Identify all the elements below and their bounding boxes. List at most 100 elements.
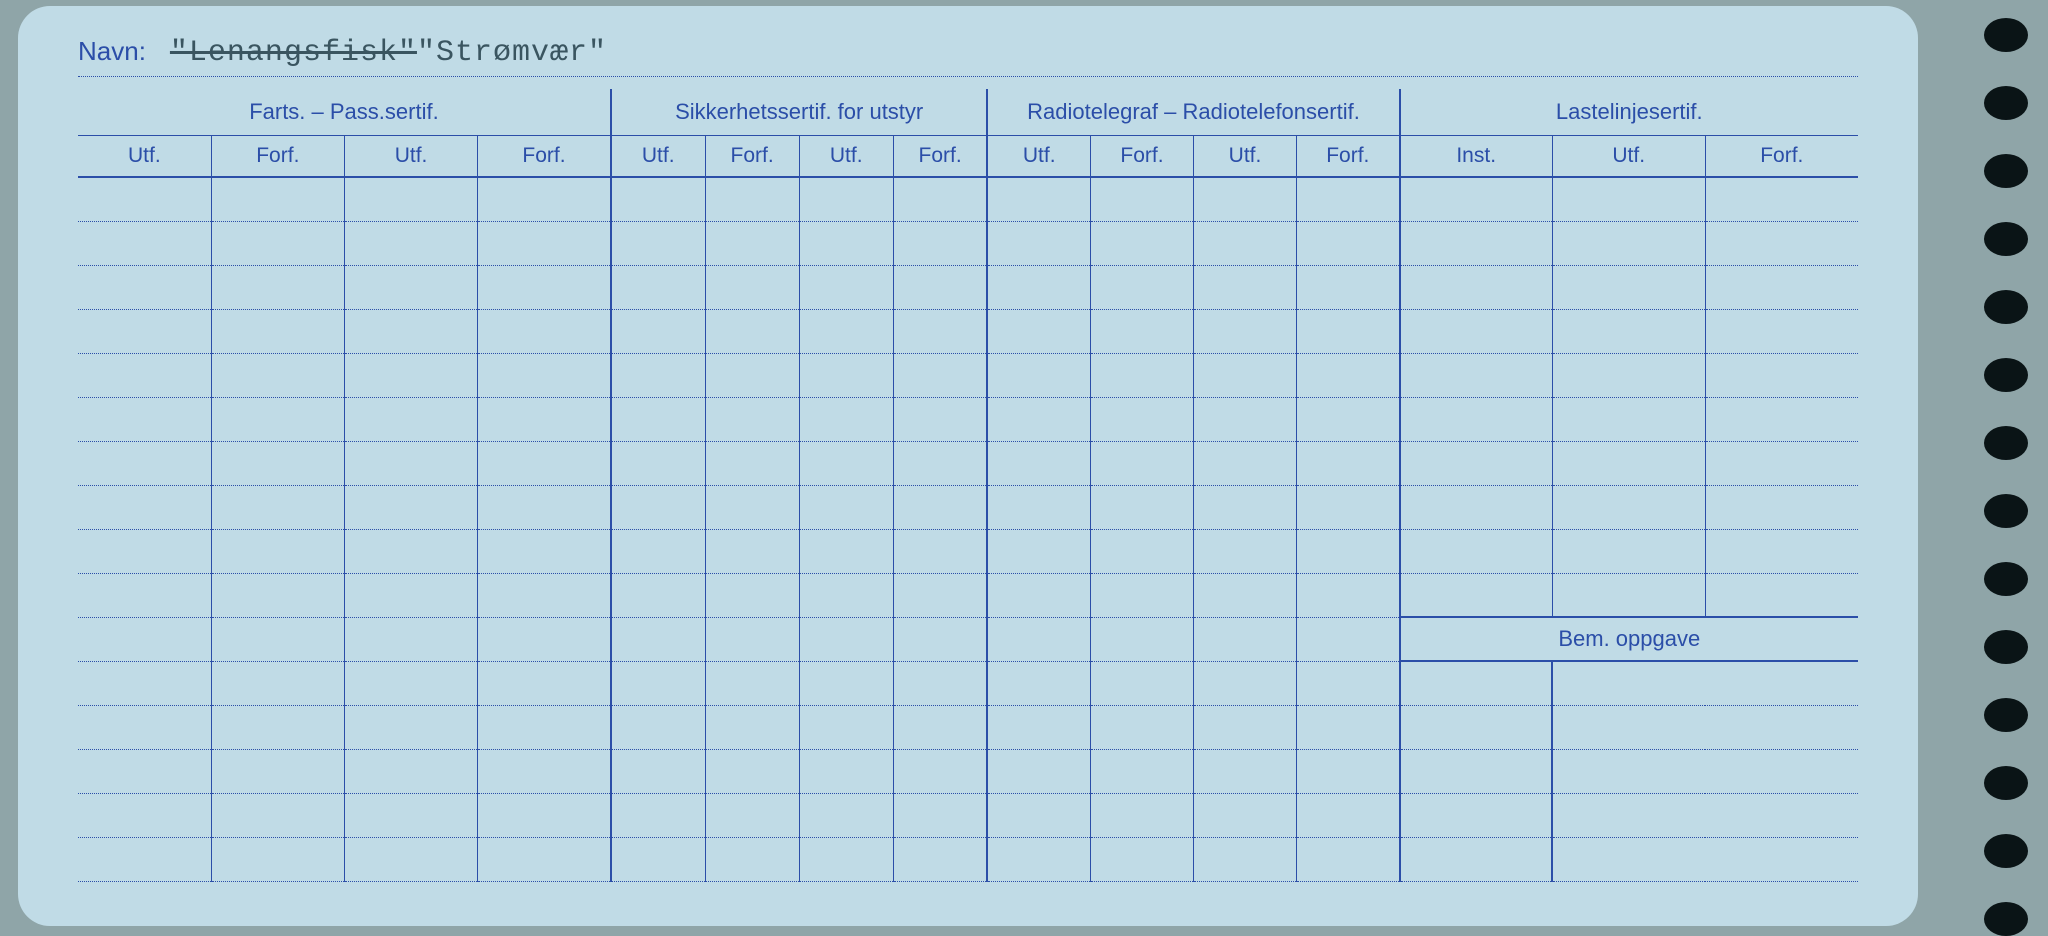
cell	[78, 661, 211, 705]
cell	[1400, 177, 1553, 221]
binder-hole	[1984, 18, 2028, 52]
table-row	[78, 837, 1858, 881]
cell	[211, 177, 344, 221]
group-header-row: Farts. – Pass.sertif. Sikkerhetssertif. …	[78, 89, 1858, 136]
cell	[478, 441, 611, 485]
cell	[1400, 441, 1553, 485]
cell	[1552, 529, 1705, 573]
cell	[611, 177, 705, 221]
cell	[1400, 529, 1553, 573]
cell	[893, 397, 987, 441]
cell	[893, 793, 987, 837]
cell	[78, 617, 211, 661]
cell	[799, 221, 893, 265]
cell	[1552, 705, 1858, 749]
binder-hole	[1984, 426, 2028, 460]
cell	[799, 265, 893, 309]
binder-hole	[1984, 630, 2028, 664]
cell	[1090, 529, 1193, 573]
cell	[893, 221, 987, 265]
col-header: Utf.	[78, 136, 211, 178]
cell	[893, 353, 987, 397]
cell	[705, 661, 799, 705]
cell	[1194, 793, 1297, 837]
cell	[705, 309, 799, 353]
cell	[1400, 485, 1553, 529]
cell	[211, 705, 344, 749]
bem-oppgave-header: Bem. oppgave	[1400, 617, 1858, 661]
cell	[478, 749, 611, 793]
col-header: Forf.	[211, 136, 344, 178]
cell	[344, 793, 477, 837]
group-header: Lastelinjesertif.	[1400, 89, 1858, 136]
col-header: Utf.	[1194, 136, 1297, 178]
cell	[987, 397, 1090, 441]
cell	[705, 397, 799, 441]
cell	[893, 837, 987, 881]
cell	[344, 749, 477, 793]
cell	[799, 177, 893, 221]
cell	[478, 397, 611, 441]
binder-hole	[1984, 290, 2028, 324]
cell	[799, 617, 893, 661]
cell	[1552, 397, 1705, 441]
cell	[799, 309, 893, 353]
cell	[78, 749, 211, 793]
cell	[478, 265, 611, 309]
cell	[1297, 485, 1400, 529]
cell	[1552, 441, 1705, 485]
certificate-table: Farts. – Pass.sertif. Sikkerhetssertif. …	[78, 89, 1858, 882]
cell	[1194, 705, 1297, 749]
group-header: Radiotelegraf – Radiotelefonsertif.	[987, 89, 1399, 136]
cell	[1090, 661, 1193, 705]
cell	[211, 441, 344, 485]
cell	[78, 397, 211, 441]
cell	[1552, 485, 1705, 529]
cell	[987, 221, 1090, 265]
cell	[799, 485, 893, 529]
binder-hole	[1984, 698, 2028, 732]
cell	[211, 221, 344, 265]
cell	[478, 221, 611, 265]
cell	[1552, 573, 1705, 617]
col-header: Utf.	[1552, 136, 1705, 178]
col-header: Utf.	[344, 136, 477, 178]
cell	[1552, 837, 1858, 881]
table-row	[78, 793, 1858, 837]
cell	[344, 353, 477, 397]
cell	[1194, 177, 1297, 221]
cell	[705, 265, 799, 309]
cell	[1297, 617, 1400, 661]
cell	[344, 485, 477, 529]
cell	[987, 177, 1090, 221]
cell	[478, 573, 611, 617]
cell	[344, 441, 477, 485]
table-row	[78, 573, 1858, 617]
cell	[705, 529, 799, 573]
cell	[1705, 265, 1858, 309]
table-row	[78, 441, 1858, 485]
cell	[987, 485, 1090, 529]
cell	[611, 441, 705, 485]
table-row	[78, 177, 1858, 221]
cell	[611, 661, 705, 705]
cell	[705, 485, 799, 529]
cell	[344, 573, 477, 617]
cell	[344, 177, 477, 221]
cell	[1090, 441, 1193, 485]
cell	[478, 617, 611, 661]
cell	[705, 617, 799, 661]
cell	[893, 265, 987, 309]
cell	[893, 529, 987, 573]
col-header: Forf.	[705, 136, 799, 178]
cell	[705, 705, 799, 749]
cell	[1090, 485, 1193, 529]
cell	[1297, 837, 1400, 881]
cell	[211, 529, 344, 573]
cell	[1194, 265, 1297, 309]
cell	[344, 309, 477, 353]
cell	[1090, 309, 1193, 353]
cell	[893, 573, 987, 617]
cell	[1090, 353, 1193, 397]
cell	[1400, 749, 1553, 793]
